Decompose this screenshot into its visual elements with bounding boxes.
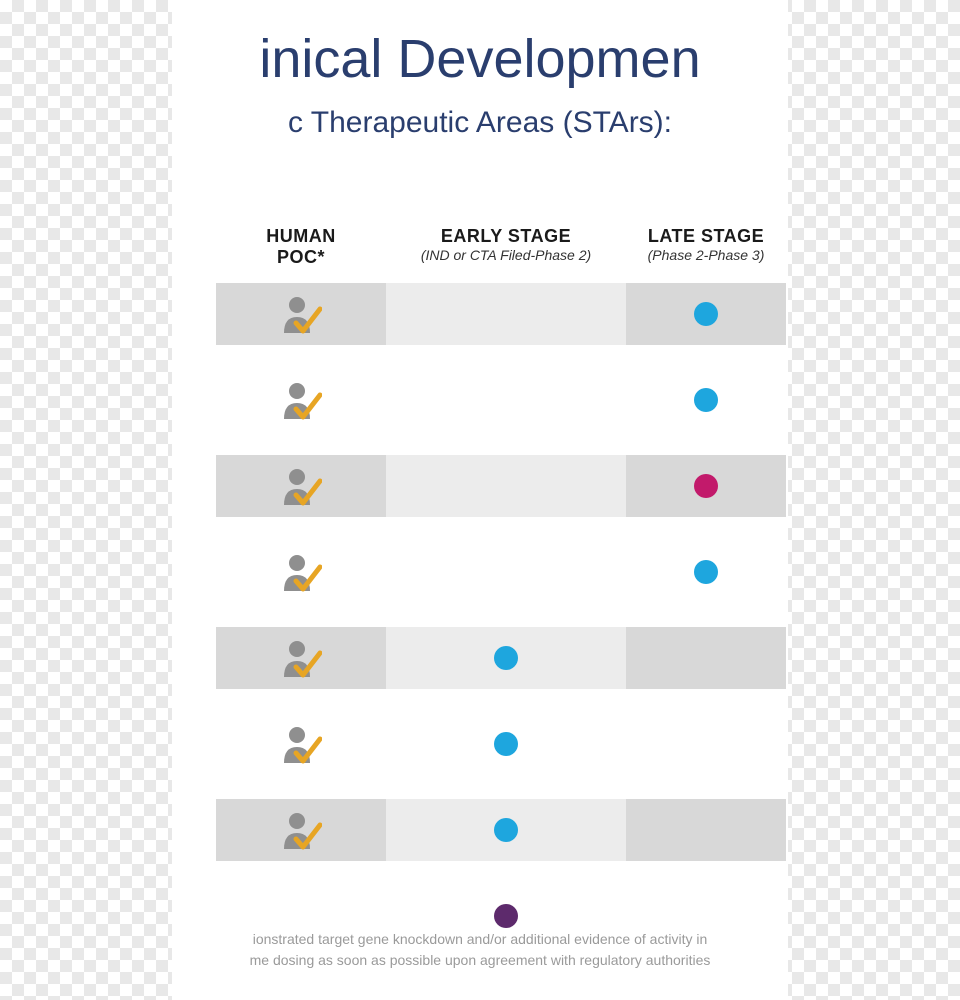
pipeline-table: HUMANPOC* EARLY STAGE (IND or CTA Filed-… <box>216 226 786 971</box>
col-header-sub: (IND or CTA Filed-Phase 2) <box>386 247 626 263</box>
person-check-icon <box>280 809 322 851</box>
col-header-sub: (Phase 2-Phase 3) <box>626 247 786 263</box>
col-header-early-stage: EARLY STAGE (IND or CTA Filed-Phase 2) <box>386 226 626 267</box>
poc-cell <box>216 541 386 603</box>
person-check-icon <box>280 465 322 507</box>
stage-dot-icon <box>494 732 518 756</box>
late-stage-cell <box>626 455 786 517</box>
late-stage-cell <box>626 541 786 603</box>
page-subtitle: c Therapeutic Areas (STArs): <box>172 106 788 140</box>
col-header-main: LATE STAGE <box>626 226 786 247</box>
person-check-icon <box>280 379 322 421</box>
early-stage-cell <box>386 799 626 861</box>
footnote-line: me dosing as soon as possible upon agree… <box>250 952 711 968</box>
poc-cell <box>216 455 386 517</box>
stage-dot-icon <box>494 818 518 842</box>
early-stage-cell <box>386 713 626 775</box>
footnote-line: ionstrated target gene knockdown and/or … <box>253 931 708 947</box>
column-headers: HUMANPOC* EARLY STAGE (IND or CTA Filed-… <box>216 226 786 267</box>
stage-dot-icon <box>694 474 718 498</box>
footnote: ionstrated target gene knockdown and/or … <box>172 929 788 972</box>
poc-cell <box>216 283 386 345</box>
person-check-icon <box>280 723 322 765</box>
poc-cell <box>216 627 386 689</box>
col-header-late-stage: LATE STAGE (Phase 2-Phase 3) <box>626 226 786 267</box>
early-stage-cell <box>386 627 626 689</box>
table-rows <box>216 283 786 971</box>
poc-cell <box>216 369 386 431</box>
col-header-main: HUMANPOC* <box>216 226 386 267</box>
person-check-icon <box>280 637 322 679</box>
late-stage-cell <box>626 283 786 345</box>
col-header-main: EARLY STAGE <box>386 226 626 247</box>
stage-dot-icon <box>694 302 718 326</box>
col-header-human-poc: HUMANPOC* <box>216 226 386 267</box>
content-panel: inical Developmen c Therapeutic Areas (S… <box>172 0 788 1000</box>
person-check-icon <box>280 551 322 593</box>
late-stage-cell <box>626 369 786 431</box>
page-title: inical Developmen <box>172 28 788 90</box>
stage-dot-icon <box>494 904 518 928</box>
poc-cell <box>216 799 386 861</box>
poc-cell <box>216 713 386 775</box>
stage-dot-icon <box>694 560 718 584</box>
stage-dot-icon <box>694 388 718 412</box>
person-check-icon <box>280 293 322 335</box>
stage-dot-icon <box>494 646 518 670</box>
